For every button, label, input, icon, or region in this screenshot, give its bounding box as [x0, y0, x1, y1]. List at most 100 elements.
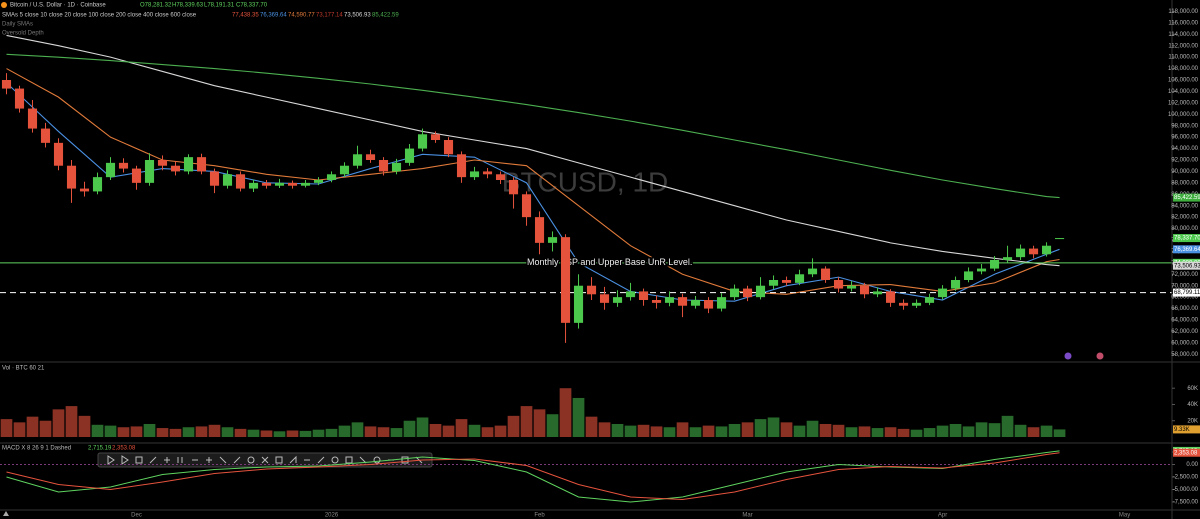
candle-body [456, 154, 467, 178]
y-tick-label: 60,000.00 [1171, 340, 1198, 346]
y-tick-label: 106,000.00 [1168, 78, 1199, 84]
event-icon[interactable] [1064, 352, 1072, 360]
tool-icon[interactable] [107, 455, 115, 465]
tool-icon[interactable] [331, 456, 339, 464]
candle-body [573, 285, 584, 323]
candle-body [14, 88, 25, 109]
tool-icon[interactable] [206, 457, 212, 463]
volume-bar [676, 422, 689, 437]
candle-body [40, 128, 51, 143]
pane-value: 2,353.08 [112, 446, 136, 452]
volume-bar [611, 423, 624, 437]
sma-value: 73,177.14 [316, 13, 343, 19]
tool-icon[interactable] [373, 456, 381, 464]
candle-body [118, 162, 129, 169]
volume-bar [806, 420, 819, 437]
volume-bar [949, 423, 962, 437]
volume-bar [858, 426, 871, 437]
candle-body [833, 280, 844, 289]
candle-body [339, 165, 350, 175]
candle-body [1015, 248, 1026, 258]
volume-bar [871, 428, 884, 437]
volume-bar [104, 425, 117, 437]
tool-icon[interactable] [317, 456, 325, 464]
tool-icon[interactable] [164, 457, 170, 463]
candle-body [404, 148, 415, 163]
candle-body [352, 154, 363, 166]
y-tick-label: 58,000.00 [1171, 352, 1198, 358]
candle-body [716, 297, 727, 309]
y-tick-label: 72,000.00 [1171, 272, 1198, 278]
tool-icon[interactable] [219, 456, 227, 464]
candle-body [534, 217, 545, 243]
price-tag [1173, 234, 1200, 243]
candle-body [846, 285, 857, 289]
tool-icon[interactable] [121, 455, 129, 465]
candle-body [963, 271, 974, 280]
tool-icon[interactable] [247, 456, 255, 464]
candle-body [287, 182, 298, 186]
candle-body [131, 168, 142, 183]
y-tick-label: 114,000.00 [1168, 32, 1198, 38]
candle-body [911, 302, 922, 306]
pane-title: Vol · BTC 60 21 [2, 366, 45, 372]
tool-icon[interactable] [261, 456, 269, 464]
candle-body [144, 160, 155, 183]
candle-body [27, 108, 38, 129]
candle-body [66, 165, 77, 189]
candle-body [612, 297, 623, 303]
volume-bar [390, 428, 403, 437]
volume-bar [130, 426, 143, 437]
volume-bar [715, 426, 728, 437]
tool-icon[interactable] [149, 456, 157, 464]
price-tag-label: 68,799.11 [1174, 290, 1200, 296]
tool-icon[interactable] [233, 456, 241, 464]
tool-icon[interactable] [289, 455, 297, 464]
watermark: BTCUSD, 1D [502, 166, 668, 197]
candle-body [1041, 245, 1052, 255]
ohlc-open: O78,281.32 [140, 3, 172, 9]
volume-bar [754, 419, 767, 437]
candle-body [768, 280, 779, 286]
tool-icon[interactable] [275, 456, 283, 464]
symbol: Bitcoin / U.S. Dollar · 1D · Coinbase [10, 3, 106, 9]
tool-icon[interactable] [401, 456, 409, 464]
candle-body [248, 182, 259, 189]
volume-bar [598, 422, 611, 437]
volume-bar [312, 429, 325, 437]
candle-body [599, 294, 610, 303]
volume-bar [0, 419, 13, 437]
candle-body [820, 268, 831, 280]
volume-bar [13, 422, 26, 437]
y-tick-label: 108,000.00 [1168, 66, 1199, 72]
candle-body [1, 80, 12, 89]
candle-body [209, 171, 220, 186]
candle-body [664, 297, 675, 303]
y-tick-label: 112,000.00 [1168, 43, 1198, 49]
candle-body [924, 297, 935, 303]
ohlc-close: C78,337.70 [236, 3, 268, 9]
volume-bar [1027, 427, 1040, 437]
price-tag-label: 2,353.08 [1174, 450, 1198, 456]
candle-body [53, 142, 64, 166]
sma-value: 76,369.64 [260, 13, 287, 19]
volume-bar [1053, 429, 1066, 437]
candle-body [755, 285, 766, 298]
y-tick-label: 94,000.00 [1171, 146, 1198, 152]
candle-body [417, 134, 428, 149]
event-icon[interactable] [1096, 352, 1104, 360]
y-tick-label: -5,000.00 [1173, 487, 1199, 493]
candle-body [937, 288, 948, 298]
volume-bar [962, 426, 975, 437]
tool-icon[interactable] [135, 456, 143, 464]
tool-icon[interactable] [177, 457, 183, 463]
y-tick-label: 62,000.00 [1171, 329, 1198, 335]
volume-bar [182, 427, 195, 437]
tool-icon[interactable] [345, 456, 353, 464]
y-tick-label: -7,500.00 [1173, 500, 1199, 506]
volume-bar [819, 423, 832, 437]
candle-body [898, 302, 909, 306]
volume-bar [195, 426, 208, 437]
volume-bar [533, 409, 546, 437]
volume-tag-label: 9.33K [1174, 427, 1190, 433]
